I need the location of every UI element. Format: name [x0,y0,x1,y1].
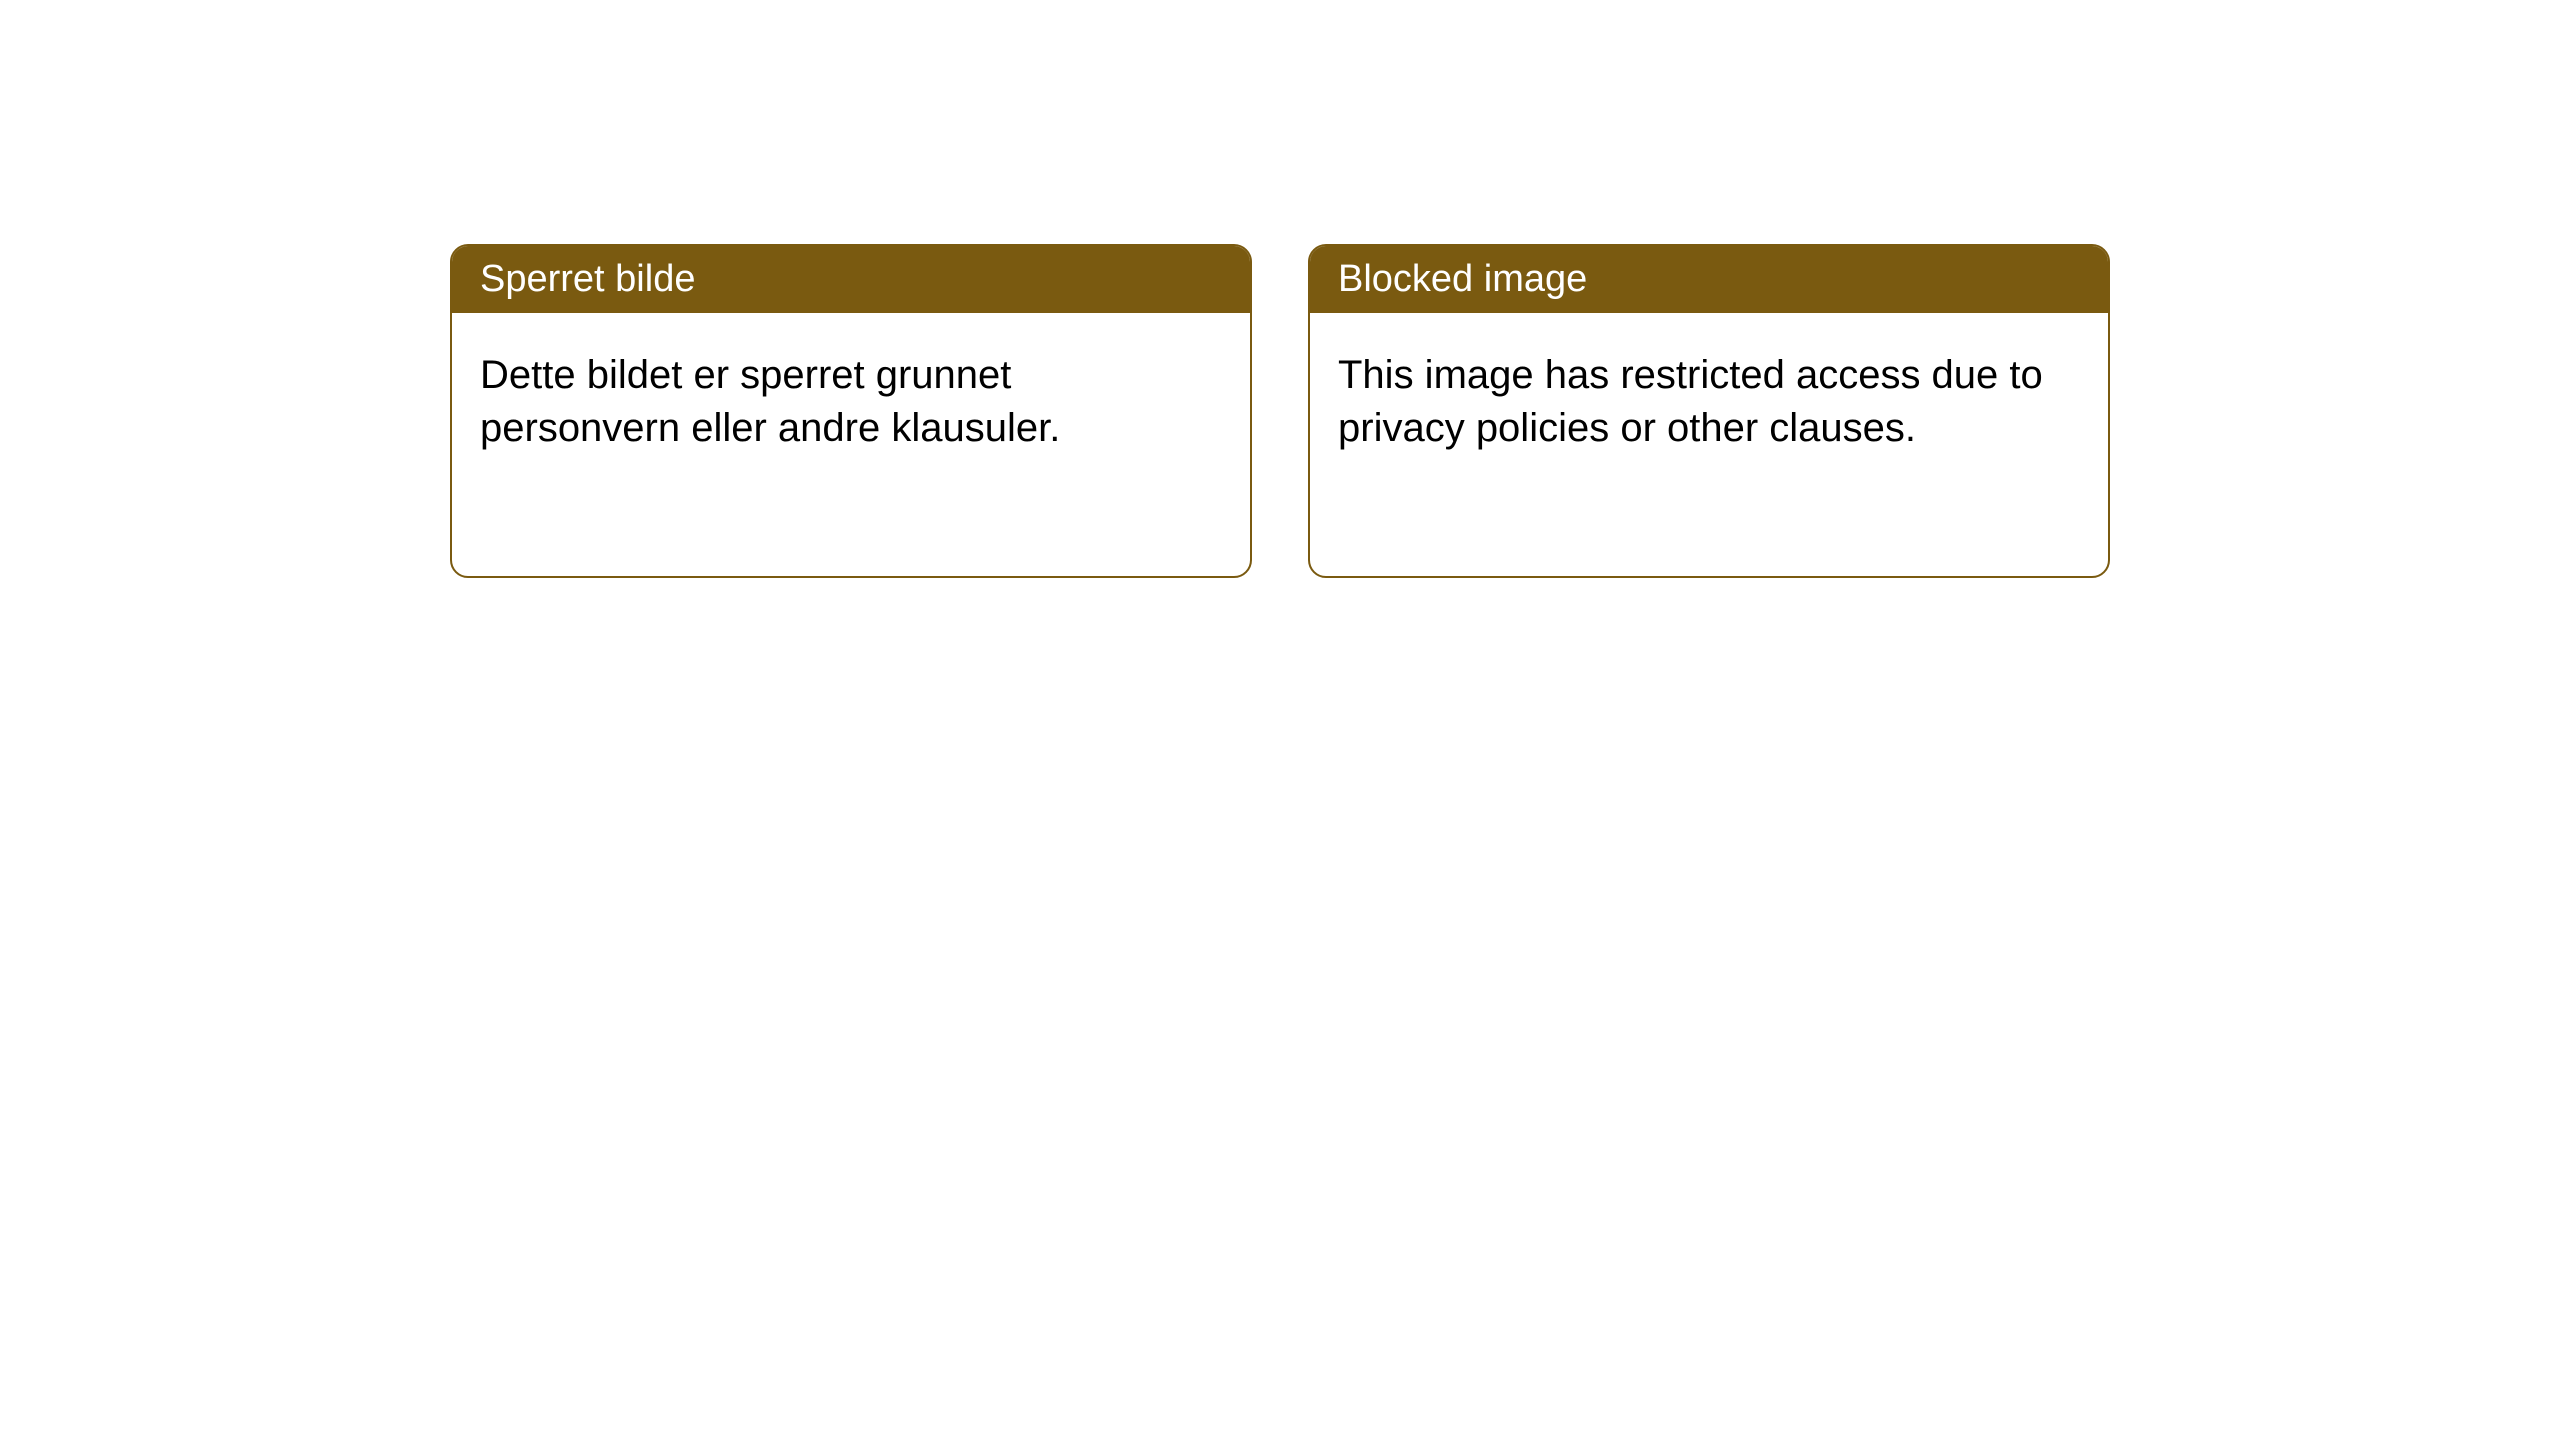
blocked-card-norwegian: Sperret bilde Dette bildet er sperret gr… [450,244,1252,578]
blocked-image-cards: Sperret bilde Dette bildet er sperret gr… [450,244,2110,578]
blocked-card-english: Blocked image This image has restricted … [1308,244,2110,578]
card-body-english: This image has restricted access due to … [1310,313,2108,491]
card-header-norwegian: Sperret bilde [452,246,1250,313]
card-body-norwegian: Dette bildet er sperret grunnet personve… [452,313,1250,491]
card-header-english: Blocked image [1310,246,2108,313]
